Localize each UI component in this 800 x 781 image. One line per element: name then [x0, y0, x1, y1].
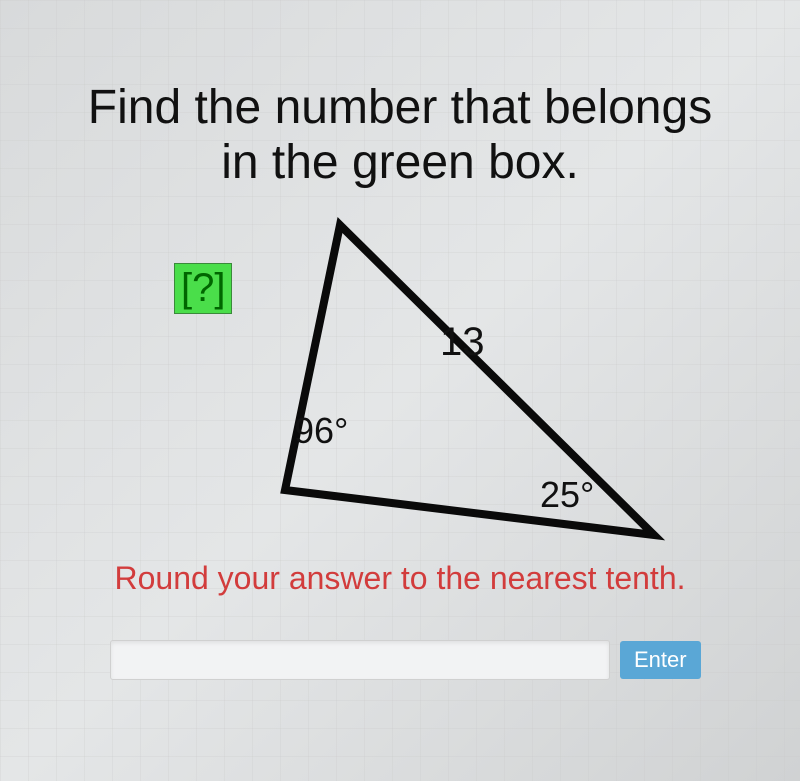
answer-input[interactable]	[110, 640, 610, 680]
question-title: Find the number that belongs in the gree…	[0, 80, 800, 190]
triangle-shape	[285, 225, 654, 535]
side-label-13: 13	[440, 320, 485, 365]
answer-row: Enter	[110, 640, 701, 680]
title-line-1: Find the number that belongs	[88, 81, 712, 134]
title-line-2: in the green box.	[221, 136, 579, 189]
enter-button[interactable]: Enter	[620, 641, 701, 679]
green-answer-box: [?]	[174, 263, 232, 314]
triangle-diagram: [?] 13 96° 25°	[130, 215, 670, 545]
angle-label-96: 96°	[294, 410, 348, 452]
rounding-note: Round your answer to the nearest tenth.	[0, 560, 800, 597]
angle-label-25: 25°	[540, 474, 594, 516]
